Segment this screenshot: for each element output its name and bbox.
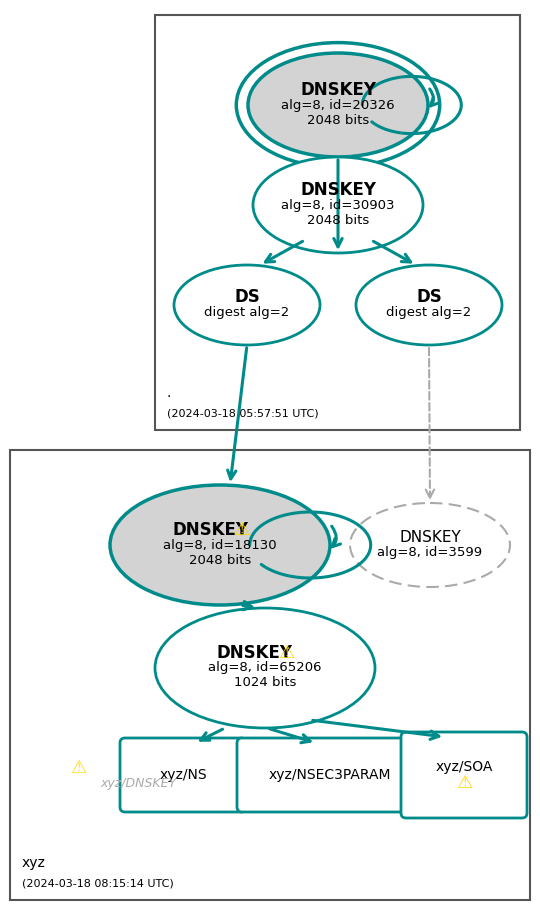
Text: 2048 bits: 2048 bits — [307, 114, 369, 127]
Text: 2048 bits: 2048 bits — [307, 213, 369, 226]
Text: xyz/NS: xyz/NS — [159, 768, 207, 782]
Text: alg=8, id=30903: alg=8, id=30903 — [281, 199, 395, 211]
Text: DNSKEY: DNSKEY — [300, 181, 376, 199]
Text: alg=8, id=20326: alg=8, id=20326 — [281, 98, 395, 111]
Text: ⚠: ⚠ — [278, 644, 294, 662]
Ellipse shape — [253, 157, 423, 253]
Text: 2048 bits: 2048 bits — [189, 553, 251, 566]
Text: DNSKEY: DNSKEY — [217, 644, 293, 662]
Text: ⚠: ⚠ — [456, 774, 472, 791]
Text: DNSKEY: DNSKEY — [399, 530, 461, 545]
Text: (2024-03-18 08:15:14 UTC): (2024-03-18 08:15:14 UTC) — [22, 878, 174, 888]
Ellipse shape — [248, 53, 428, 157]
Text: DS: DS — [234, 289, 260, 307]
FancyBboxPatch shape — [237, 738, 423, 812]
Bar — [155, 15, 520, 430]
Ellipse shape — [350, 503, 510, 587]
FancyBboxPatch shape — [120, 738, 246, 812]
Text: digest alg=2: digest alg=2 — [387, 306, 471, 319]
Text: digest alg=2: digest alg=2 — [204, 306, 289, 319]
Text: DNSKEY: DNSKEY — [300, 81, 376, 99]
Ellipse shape — [155, 608, 375, 728]
Bar — [10, 450, 530, 900]
Text: alg=8, id=18130: alg=8, id=18130 — [163, 539, 277, 551]
Text: 1024 bits: 1024 bits — [234, 676, 296, 689]
Text: (2024-03-18 05:57:51 UTC): (2024-03-18 05:57:51 UTC) — [167, 408, 319, 418]
Text: DNSKEY: DNSKEY — [172, 521, 248, 539]
Text: alg=8, id=3599: alg=8, id=3599 — [377, 546, 483, 559]
Text: xyz: xyz — [22, 856, 46, 870]
Text: xyz/NSEC3PARAM: xyz/NSEC3PARAM — [269, 768, 392, 782]
Ellipse shape — [356, 265, 502, 345]
Text: alg=8, id=65206: alg=8, id=65206 — [208, 662, 322, 675]
FancyBboxPatch shape — [401, 732, 527, 818]
Text: ⚠: ⚠ — [233, 521, 249, 539]
Text: xyz/DNSKEY: xyz/DNSKEY — [100, 777, 176, 790]
Text: ⚠: ⚠ — [70, 759, 86, 777]
Text: DS: DS — [416, 289, 442, 307]
Ellipse shape — [174, 265, 320, 345]
Text: .: . — [167, 386, 171, 400]
Ellipse shape — [110, 485, 330, 605]
Text: xyz/SOA: xyz/SOA — [435, 761, 492, 775]
